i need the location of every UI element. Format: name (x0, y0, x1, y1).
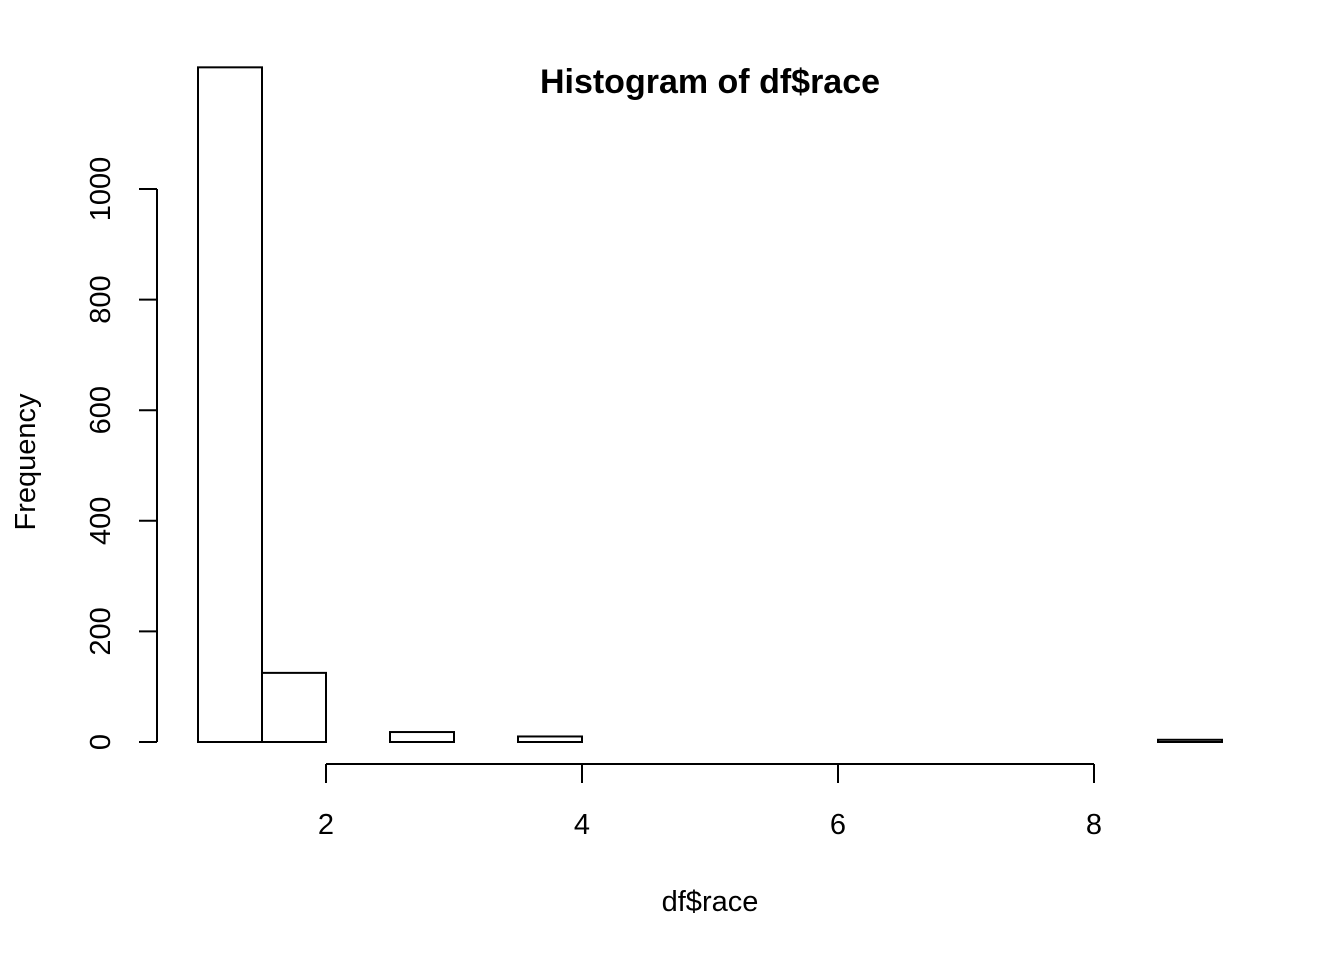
x-tick-label-1: 4 (574, 809, 590, 841)
x-tick-label-3: 8 (1086, 809, 1102, 841)
y-tick-label-2: 400 (85, 497, 117, 545)
y-axis-title: Frequency (10, 393, 42, 531)
histogram-bar-15 (1157, 738, 1223, 744)
x-tick-label-2: 6 (830, 809, 846, 841)
histogram-bar-3 (389, 731, 455, 744)
histogram-bar-1 (261, 671, 327, 743)
y-tick-label-1: 200 (85, 607, 117, 655)
y-axis: 0 200 400 600 800 1000 (85, 157, 158, 750)
x-axis-title: df$race (662, 886, 759, 918)
y-tick-label-4: 800 (85, 275, 117, 323)
y-tick-label-3: 600 (85, 386, 117, 434)
y-tick-label-5: 1000 (85, 157, 117, 222)
chart-title: Histogram of df$race (540, 63, 880, 101)
histogram-bar-0 (197, 66, 263, 743)
y-tick-label-0: 0 (85, 734, 117, 750)
histogram-bar-5 (517, 735, 583, 743)
x-tick-label-0: 2 (318, 809, 334, 841)
histogram-bars (197, 66, 1223, 744)
x-axis: 2 4 6 8 (318, 763, 1102, 841)
